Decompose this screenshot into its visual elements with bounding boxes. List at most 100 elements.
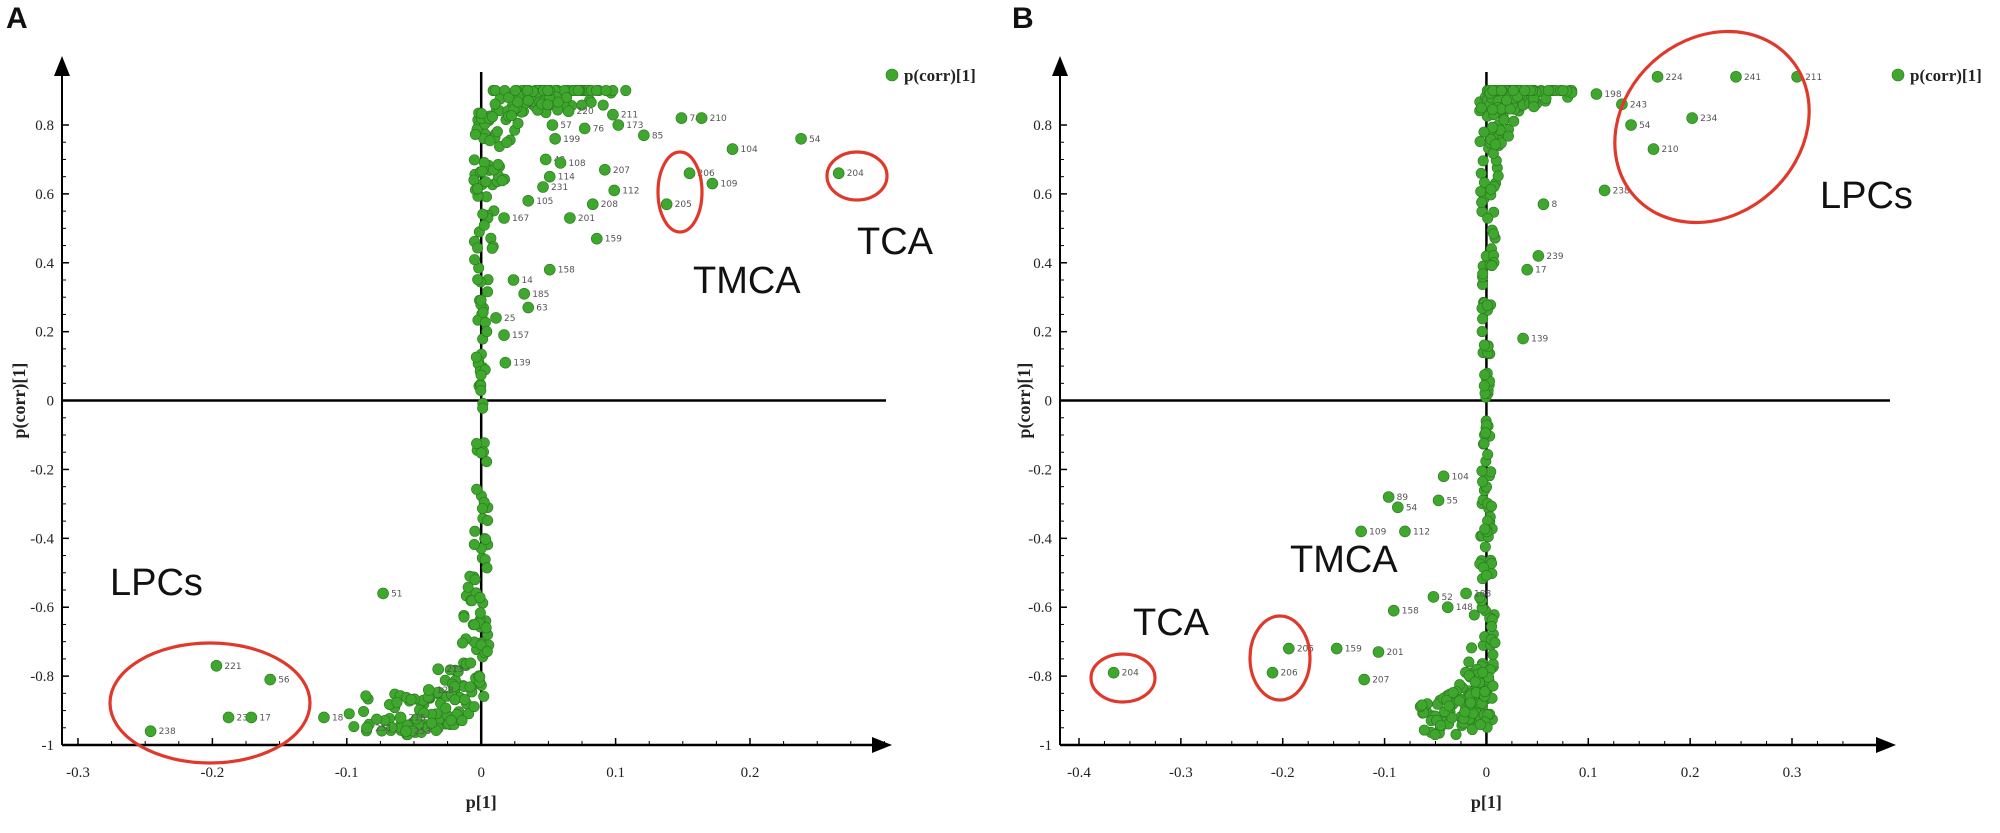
data-point [458, 611, 470, 623]
labeled-data-point [361, 721, 373, 734]
panel-letter-b: B [1012, 2, 1034, 35]
data-point [1418, 724, 1430, 736]
data-point [1487, 104, 1499, 116]
data-point [522, 85, 534, 97]
data-point [1542, 85, 1554, 97]
data-point [477, 306, 489, 318]
data-point-label: 221 [224, 662, 241, 672]
data-point [459, 693, 471, 705]
labeled-data-point [1532, 250, 1545, 262]
data-point [1474, 135, 1486, 147]
data-point [1477, 476, 1489, 488]
y-tick-label: -1 [42, 738, 55, 754]
data-point [1450, 728, 1462, 740]
data-point [489, 98, 501, 110]
data-point-label: 210 [710, 114, 727, 124]
data-point-label: 210 [1661, 145, 1678, 155]
x-axis-arrow [1876, 737, 1896, 753]
data-point [480, 176, 492, 188]
labeled-data-point [1437, 470, 1450, 483]
labeled-data-point [683, 167, 696, 180]
data-point [1482, 449, 1494, 461]
labeled-data-point [1330, 642, 1343, 655]
x-axis-title: p[1] [466, 792, 497, 812]
x-tick-label: -0.3 [1169, 765, 1193, 781]
data-point-label: 213 [446, 665, 463, 675]
data-point [444, 664, 456, 676]
data-point [576, 99, 588, 111]
labeled-data-point [1266, 666, 1279, 679]
data-point [472, 242, 484, 254]
data-point-label: 253 [414, 727, 431, 737]
data-point-label: 211 [621, 111, 638, 121]
data-point [1481, 569, 1493, 581]
data-point-label: 198 [1604, 90, 1621, 100]
data-point-label: 207 [1372, 676, 1389, 686]
data-point-label: 157 [512, 331, 529, 341]
data-point-label: 148 [1456, 603, 1473, 613]
data-point [1478, 339, 1490, 351]
data-point-label: 185 [532, 290, 549, 300]
y-tick-label: -1 [1040, 738, 1053, 754]
labeled-data-point [543, 170, 556, 183]
data-point [1500, 94, 1512, 106]
x-axis-title: p[1] [1471, 792, 1502, 812]
labeled-data-point [1537, 198, 1550, 211]
data-point [1475, 167, 1487, 179]
data-point [348, 721, 360, 733]
y-tick-label: -0.2 [1028, 462, 1052, 478]
data-point [1464, 697, 1476, 709]
y-axis-arrow [1052, 56, 1068, 76]
data-point [1468, 609, 1480, 621]
y-tick-label: -0.8 [1028, 669, 1052, 685]
data-point [561, 92, 573, 104]
labeled-data-point [318, 711, 330, 724]
data-point-label: 159 [1345, 645, 1362, 655]
data-point [1489, 138, 1501, 150]
labeled-data-point [586, 198, 599, 211]
labeled-data-point [1651, 70, 1664, 83]
data-point [505, 110, 517, 122]
y-tick-label: -0.6 [1028, 600, 1052, 616]
labeled-data-point [1441, 601, 1454, 614]
x-tick-label: -0.4 [1067, 765, 1091, 781]
data-point [471, 483, 483, 495]
labeled-data-point [498, 329, 510, 341]
highlight-ellipse-tca [1089, 652, 1157, 704]
labeled-data-point [832, 167, 845, 180]
data-point [481, 456, 493, 468]
data-point-label: 8 [1551, 200, 1557, 210]
labeled-data-point [608, 184, 621, 197]
data-point [1474, 719, 1486, 731]
data-point [468, 538, 480, 550]
y-tick-label: 0.4 [1033, 256, 1052, 272]
data-point-label: 54 [809, 135, 821, 145]
labeled-data-point [543, 263, 556, 276]
x-axis-arrow [872, 737, 892, 753]
data-point-label: 14 [521, 276, 533, 286]
data-point-label: 89 [1397, 493, 1409, 503]
point-cloud [343, 85, 632, 741]
data-point [478, 690, 490, 702]
data-point [585, 96, 597, 108]
labeled-data-point [554, 157, 567, 169]
y-tick-label: 0.8 [35, 118, 54, 134]
data-point [470, 351, 482, 363]
data-point-label: 17 [259, 713, 270, 723]
y-tick-label: -0.6 [30, 600, 54, 616]
labeled-data-point [522, 301, 535, 314]
data-point [1476, 465, 1488, 477]
data-point-label: 206 [1281, 669, 1298, 679]
data-point [456, 637, 468, 649]
data-point [360, 690, 372, 702]
x-tick-label: 0.2 [741, 765, 760, 781]
data-point-label: 54 [1406, 503, 1418, 513]
data-point [475, 294, 487, 306]
data-point [480, 622, 492, 634]
data-point [469, 525, 481, 537]
data-point [1485, 183, 1497, 195]
data-point [469, 574, 481, 586]
labeled-data-point [245, 711, 258, 724]
data-point-label: 139 [1531, 335, 1548, 345]
highlight-ellipse-tmca [656, 150, 704, 234]
